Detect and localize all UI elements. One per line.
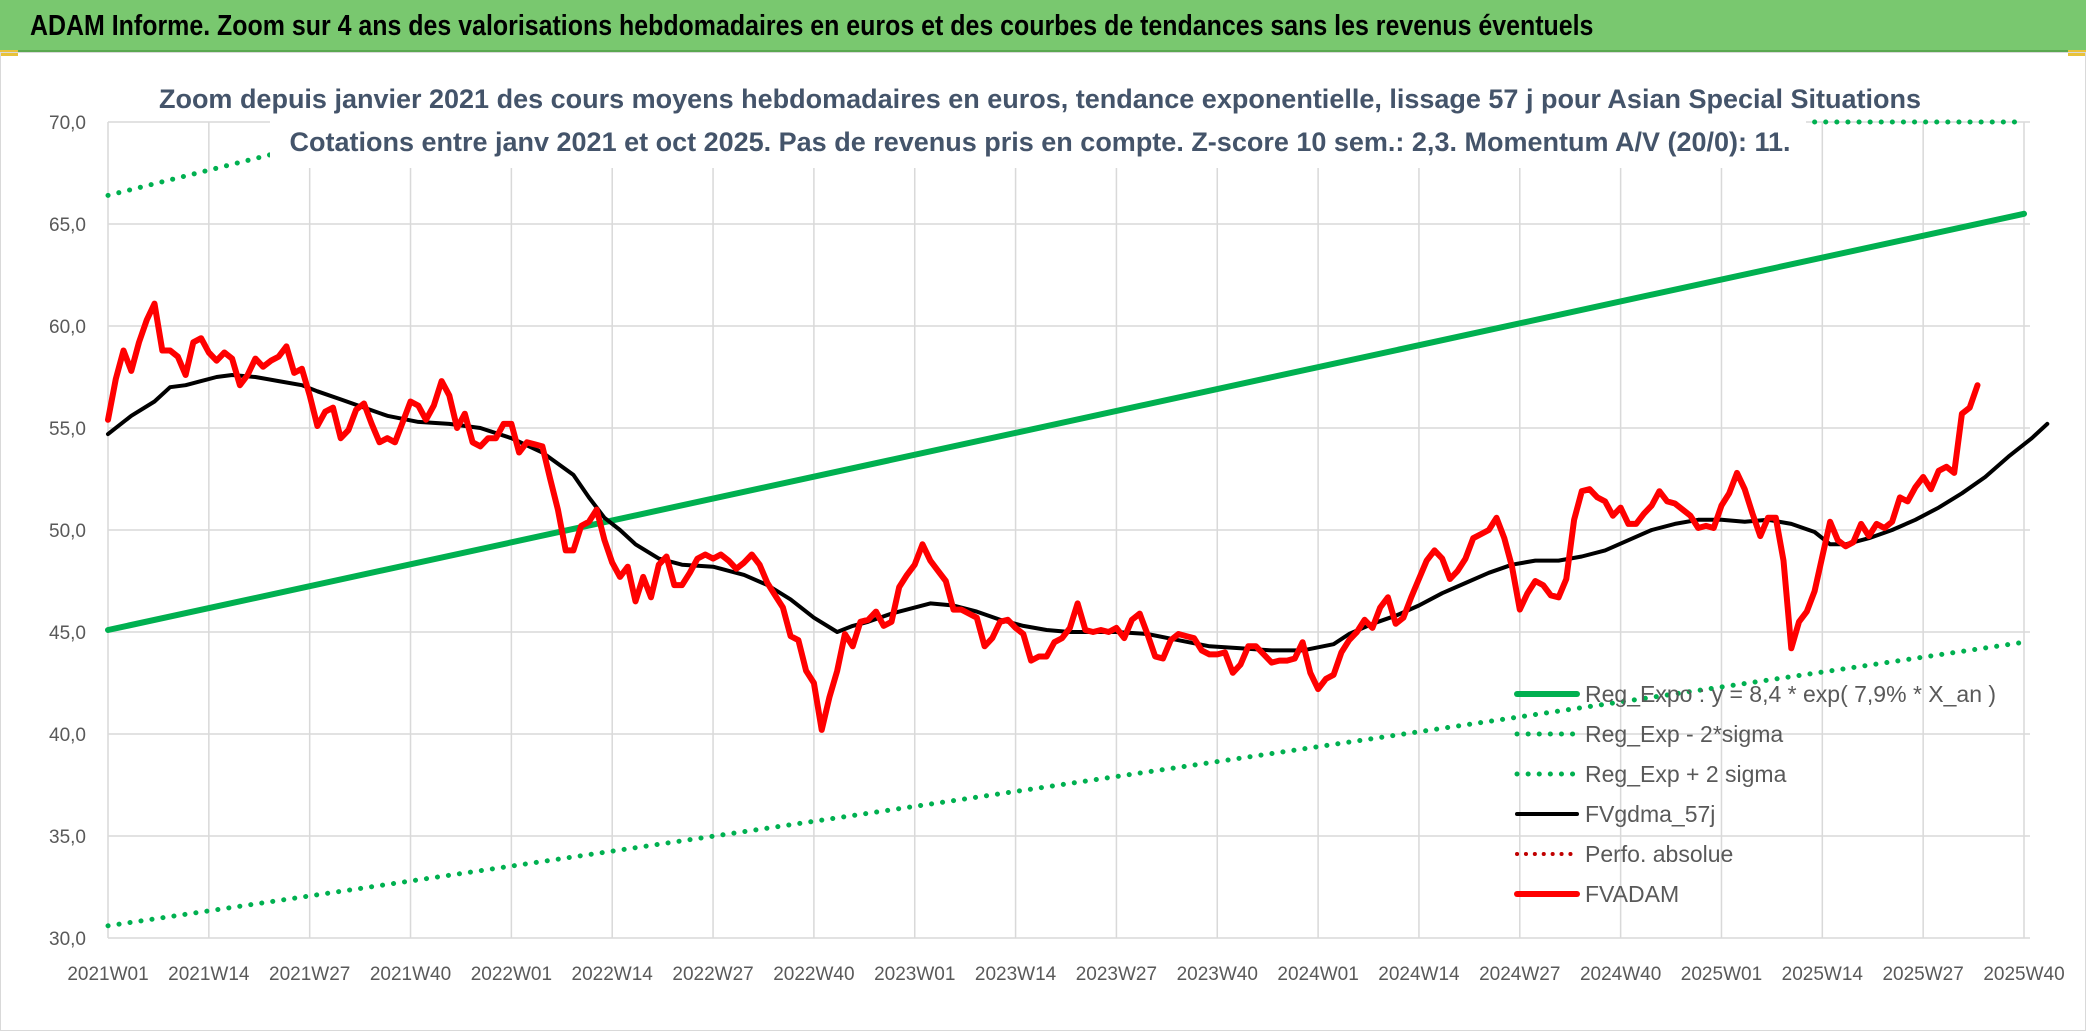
- y-tick-label: 65,0: [49, 215, 86, 236]
- header-accent-left: [0, 50, 18, 56]
- title-background: [270, 76, 1806, 168]
- y-tick-label: 30,0: [49, 929, 86, 950]
- y-axis-ticks: 30,0 35,0 40,0 45,0 50,0 55,0 60,0 65,0 70,0: [49, 113, 86, 950]
- x-tick-label: 2022W40: [773, 964, 854, 985]
- legend-label: Reg_Exp + 2 sigma: [1585, 761, 1787, 787]
- x-tick-label: 2024W40: [1580, 964, 1661, 985]
- y-tick-label: 35,0: [49, 827, 86, 848]
- y-tick-label: 55,0: [49, 419, 86, 440]
- gridlines: [107, 121, 2030, 939]
- header-bar: ADAM Informe. Zoom sur 4 ans des valoris…: [0, 0, 2086, 56]
- legend: Reg_Expo : y = 8,4 * exp( 7,9% * X_an ) R…: [1514, 681, 1996, 907]
- series-line-1: [105, 639, 2027, 929]
- legend-label: Perfo. absolue: [1585, 841, 1733, 867]
- x-tick-label: 2025W27: [1882, 964, 1963, 985]
- x-tick-label: 2023W27: [1076, 964, 1157, 985]
- legend-label: Reg_Expo : y = 8,4 * exp( 7,9% * X_an ): [1585, 681, 1996, 707]
- chart-subtitle: Cotations entre janv 2021 et oct 2025. P…: [289, 127, 1790, 157]
- x-tick-label: 2024W01: [1277, 964, 1358, 985]
- x-tick-label: 2023W40: [1177, 964, 1258, 985]
- page-title: ADAM Informe. Zoom sur 4 ans des valoris…: [30, 10, 1594, 42]
- x-tick-label: 2024W27: [1479, 964, 1560, 985]
- x-tick-label: 2024W14: [1378, 964, 1460, 985]
- series-line-2: [105, 152, 274, 198]
- chart-title: Zoom depuis janvier 2021 des cours moyen…: [159, 84, 1921, 114]
- x-tick-label: 2021W01: [67, 964, 148, 985]
- y-tick-label: 60,0: [49, 317, 86, 338]
- x-tick-label: 2023W01: [874, 964, 955, 985]
- x-tick-label: 2025W01: [1681, 964, 1762, 985]
- series-line-0: [105, 210, 2027, 633]
- x-axis-ticks: 2021W01 2021W14 2021W27 2021W40 2022W01 2022W…: [67, 964, 2064, 985]
- series: [105, 119, 2050, 929]
- y-tick-label: 45,0: [49, 623, 86, 644]
- x-tick-label: 2023W14: [975, 964, 1057, 985]
- y-tick-label: 50,0: [49, 521, 86, 542]
- x-tick-label: 2025W14: [1782, 964, 1864, 985]
- y-tick-label: 70,0: [49, 113, 86, 134]
- legend-label: Reg_Exp - 2*sigma: [1585, 721, 1783, 747]
- x-tick-label: 2021W27: [269, 964, 350, 985]
- series-line-3: [106, 373, 2050, 653]
- series-line-5: [105, 300, 1981, 733]
- x-tick-label: 2025W40: [1983, 964, 2064, 985]
- x-tick-label: 2021W40: [370, 964, 451, 985]
- x-tick-label: 2022W27: [672, 964, 753, 985]
- legend-label: FVADAM: [1585, 881, 1679, 907]
- x-tick-label: 2021W14: [168, 964, 250, 985]
- y-tick-label: 40,0: [49, 725, 86, 746]
- legend-label: FVgdma_57j: [1585, 801, 1715, 827]
- x-tick-label: 2022W14: [572, 964, 654, 985]
- x-tick-label: 2022W01: [471, 964, 552, 985]
- header-accent-right: [2068, 50, 2086, 56]
